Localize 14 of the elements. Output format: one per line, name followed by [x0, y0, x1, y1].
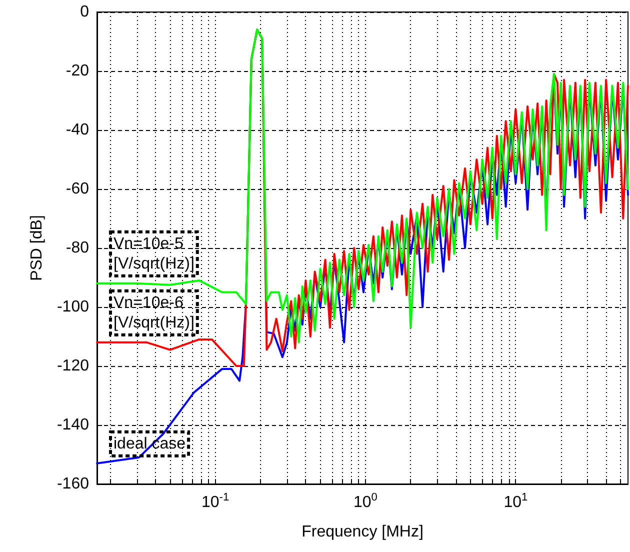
y-axis-title: PSD [dB]	[28, 215, 46, 281]
y-tick-label: -100	[56, 298, 90, 316]
y-tick-label: -40	[66, 122, 90, 138]
y-tick-label: -160	[56, 476, 90, 492]
y-tick-label: -120	[56, 358, 90, 374]
x-axis-title: Frequency [MHz]	[302, 524, 424, 540]
y-tick-label: 0	[80, 4, 90, 20]
series-label: ideal case	[114, 435, 186, 452]
y-tick-label: -60	[66, 180, 90, 198]
y-tick-label: -140	[56, 416, 90, 434]
y-tick-label: -80	[66, 240, 90, 256]
series-label: Vn=10e-6 [V/sqrt(Hz)]	[114, 294, 194, 332]
y-tick-label: -20	[66, 62, 90, 80]
series-label: Vn=10e-5 [V/sqrt(Hz)]	[114, 235, 194, 272]
